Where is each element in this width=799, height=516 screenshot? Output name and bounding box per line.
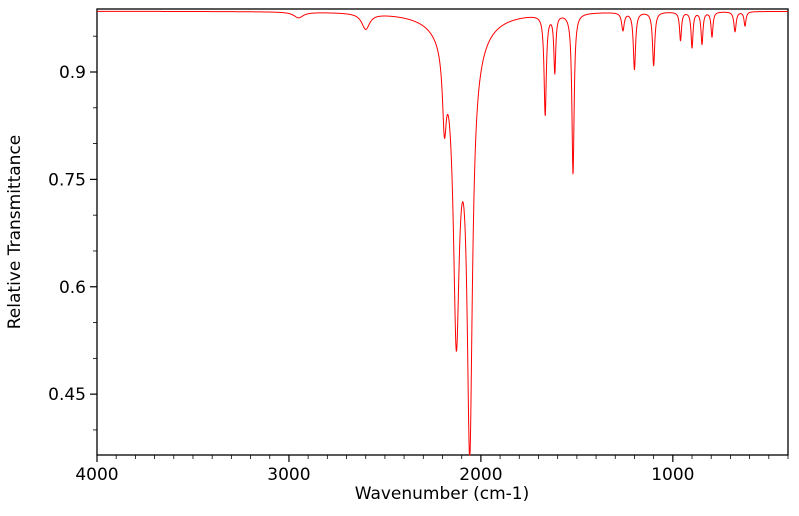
x-tick-label: 4000 <box>75 465 118 485</box>
x-tick-label: 1000 <box>651 465 694 485</box>
y-tick-label: 0.75 <box>48 170 86 190</box>
spectrum-line <box>96 10 789 456</box>
y-tick-label: 0.6 <box>59 278 86 298</box>
plot-area: 4000 3000 2000 1000 0.45 0.6 0.75 0.9 <box>48 8 789 485</box>
y-tick-label: 0.9 <box>59 63 86 83</box>
y-tick-label: 0.45 <box>48 385 86 405</box>
x-tick-label: 3000 <box>267 465 310 485</box>
x-tick-label: 2000 <box>459 465 502 485</box>
plot-border <box>96 8 789 456</box>
x-axis-label: Wavenumber (cm-1) <box>355 484 530 504</box>
y-axis-label: Relative Transmittance <box>5 135 25 330</box>
